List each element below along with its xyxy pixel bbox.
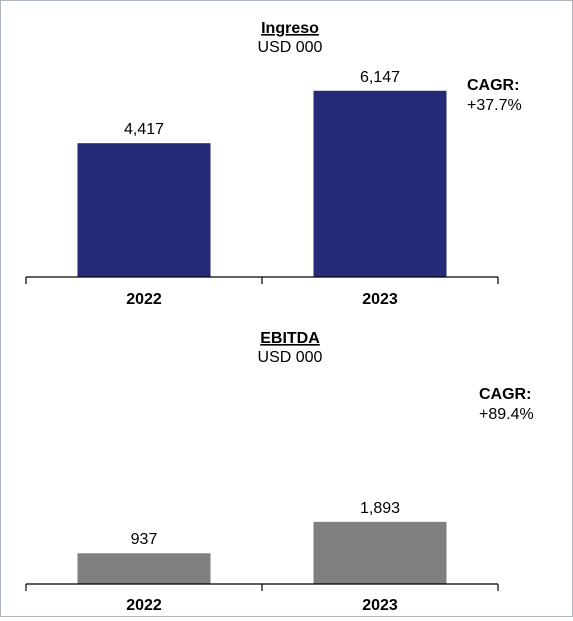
revenue-tick-label-2023: 2023 [362, 291, 398, 308]
revenue-tick-label-2022: 2022 [126, 291, 162, 308]
revenue-cagr-label: CAGR: [467, 77, 519, 94]
revenue-data-label-2023: 6,147 [360, 69, 400, 86]
revenue-chart: Ingreso USD 000 CAGR: +37.7% 4,417 6,147… [25, 20, 522, 308]
ebitda-data-label-2023: 1,893 [360, 500, 400, 517]
revenue-bar-2022 [77, 143, 211, 277]
ebitda-chart-subtitle: USD 000 [258, 349, 323, 366]
ebitda-chart: EBITDA USD 000 CAGR: +89.4% 937 1,893 20… [25, 330, 534, 614]
revenue-chart-title: Ingreso [261, 20, 319, 37]
revenue-cagr-value: +37.7% [467, 97, 522, 114]
ebitda-cagr-value: +89.4% [479, 406, 534, 423]
ebitda-chart-title: EBITDA [260, 330, 320, 347]
ebitda-data-label-2022: 937 [131, 531, 158, 548]
revenue-bar-2023 [313, 90, 447, 277]
ebitda-cagr-label: CAGR: [479, 386, 531, 403]
revenue-chart-subtitle: USD 000 [258, 39, 323, 56]
ebitda-tick-label-2022: 2022 [126, 597, 162, 614]
revenue-data-label-2022: 4,417 [124, 121, 164, 138]
ebitda-bar-2022 [77, 553, 211, 584]
ebitda-bar-2023 [313, 521, 447, 584]
ebitda-tick-label-2023: 2023 [362, 597, 398, 614]
